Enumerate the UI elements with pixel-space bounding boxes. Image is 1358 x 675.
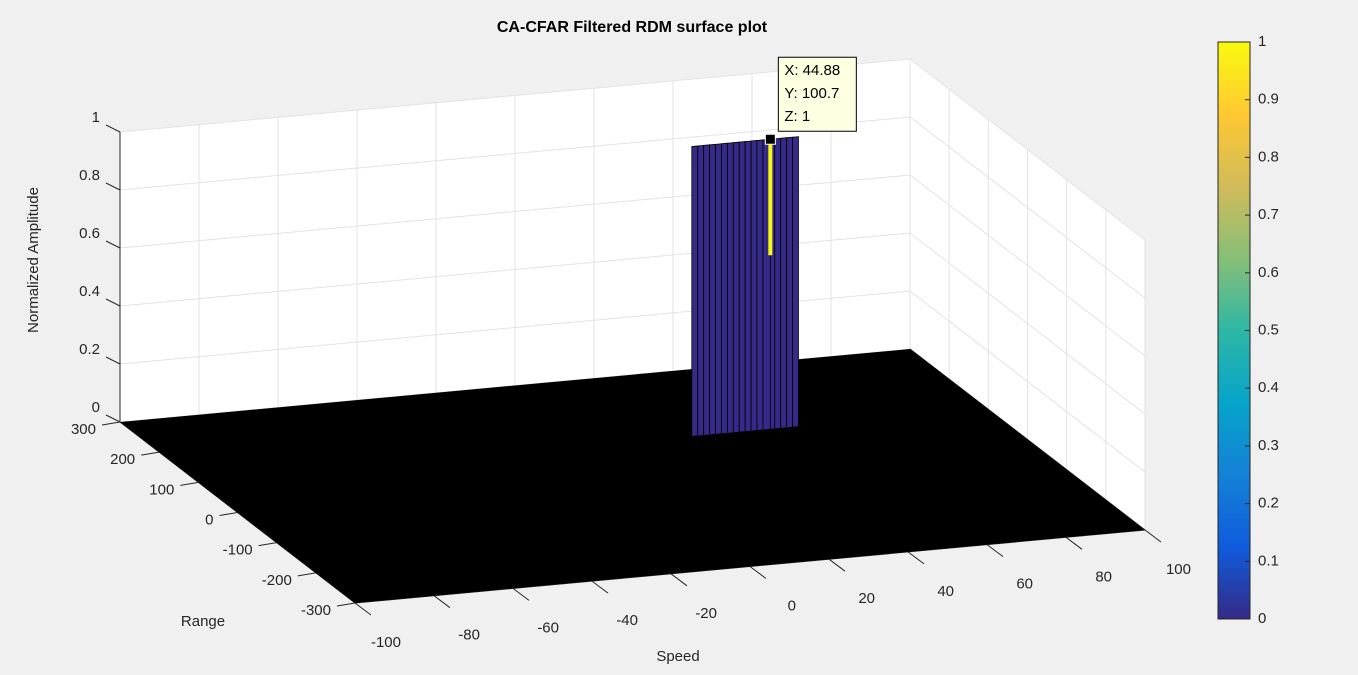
ridge-strip bbox=[774, 137, 782, 430]
datatip-text: Z: 1 bbox=[784, 108, 810, 125]
datatip-box bbox=[777, 56, 857, 132]
z-tick bbox=[105, 298, 121, 307]
x-tick bbox=[749, 566, 767, 579]
y-tick-label: 200 bbox=[110, 451, 135, 468]
x-tick-label: -60 bbox=[537, 619, 559, 636]
y-tick-label: 0 bbox=[205, 511, 213, 528]
x-tick bbox=[907, 551, 925, 565]
colorbar-tick-label: 1 bbox=[1258, 33, 1266, 50]
ridge-strip bbox=[697, 144, 705, 437]
datatip-text: Y: 100.7 bbox=[784, 85, 839, 102]
ridge-strip bbox=[709, 143, 716, 436]
x-tick bbox=[670, 573, 688, 587]
ridge-strip bbox=[738, 141, 746, 433]
y-tick-label: -200 bbox=[262, 572, 292, 589]
z-tick-label: 0.2 bbox=[79, 341, 100, 358]
y-tick-label: 300 bbox=[71, 421, 96, 438]
y-tick-label: 100 bbox=[149, 481, 174, 498]
x-tick-label: 0 bbox=[788, 597, 796, 614]
x-tick-label: -100 bbox=[371, 634, 401, 651]
z-tick-label: 0.8 bbox=[79, 167, 100, 184]
datatip-text: X: 44.88 bbox=[784, 62, 840, 79]
y-axis-label: Range bbox=[181, 613, 225, 630]
x-tick-label: 80 bbox=[1095, 568, 1112, 585]
y-tick bbox=[219, 512, 238, 516]
x-tick bbox=[1144, 529, 1162, 543]
x-tick-label: -20 bbox=[695, 605, 717, 622]
ridge-strip bbox=[726, 142, 734, 434]
z-tick-label: 0.4 bbox=[79, 283, 100, 300]
ridge-strip bbox=[715, 143, 722, 435]
grid-line bbox=[119, 290, 1146, 473]
z-tick bbox=[105, 124, 121, 133]
x-tick-label: -80 bbox=[458, 627, 480, 644]
ridge-strip bbox=[750, 140, 758, 432]
x-tick bbox=[1065, 536, 1083, 550]
z-axis-label: Normalized Amplitude bbox=[25, 187, 42, 333]
y-tick bbox=[101, 421, 121, 426]
grid-line bbox=[119, 116, 1146, 299]
ridge-strip bbox=[721, 142, 728, 435]
colorbar-tick-label: 0.6 bbox=[1258, 264, 1279, 281]
ridge-strip bbox=[780, 137, 788, 429]
ridge-strip bbox=[691, 145, 699, 437]
grid-line bbox=[119, 232, 1146, 415]
z-tick-label: 1 bbox=[92, 109, 100, 126]
colorbar-tick-label: 0.2 bbox=[1258, 495, 1279, 512]
x-tick-label: 20 bbox=[858, 590, 875, 607]
y-tick bbox=[180, 481, 199, 486]
grid-line bbox=[119, 174, 1146, 357]
x-tick-label: 60 bbox=[1016, 576, 1033, 593]
z-tick bbox=[105, 356, 121, 365]
z-tick bbox=[105, 240, 121, 249]
x-tick bbox=[591, 580, 609, 594]
colorbar bbox=[1217, 41, 1251, 620]
ridge-strip bbox=[732, 141, 740, 434]
y-tick bbox=[336, 602, 356, 607]
x-tick bbox=[512, 588, 530, 601]
ridge-strip bbox=[756, 139, 764, 431]
datatip-marker bbox=[764, 133, 776, 145]
z-tick-label: 0.6 bbox=[79, 225, 100, 242]
ridge-strip bbox=[703, 144, 710, 436]
x-tick bbox=[828, 558, 846, 572]
y-tick bbox=[297, 572, 316, 577]
z-tick-label: 0 bbox=[92, 399, 100, 416]
z-tick bbox=[105, 414, 121, 423]
y-tick-label: -300 bbox=[301, 602, 331, 619]
colorbar-tick-label: 0.5 bbox=[1258, 321, 1279, 338]
chart-title: CA-CFAR Filtered RDM surface plot bbox=[497, 19, 768, 36]
z-tick bbox=[105, 182, 121, 191]
ridge-strip bbox=[744, 140, 752, 433]
ridge-strip bbox=[786, 136, 793, 429]
colorbar-tick-label: 0.4 bbox=[1258, 379, 1279, 396]
surface-floor bbox=[120, 349, 1145, 603]
colorbar-tick-label: 0.3 bbox=[1258, 437, 1279, 454]
x-tick bbox=[433, 595, 451, 609]
x-tick-label: 40 bbox=[937, 583, 954, 600]
x-tick bbox=[986, 544, 1004, 557]
colorbar-tick-label: 0.1 bbox=[1258, 552, 1279, 569]
y-tick-label: -100 bbox=[223, 542, 253, 559]
colorbar-tick-label: 0 bbox=[1258, 610, 1266, 627]
y-tick bbox=[141, 451, 160, 456]
colorbar-tick-label: 0.9 bbox=[1258, 91, 1279, 108]
x-tick bbox=[354, 602, 372, 616]
x-axis-label: Speed bbox=[656, 648, 699, 665]
x-tick-label: 100 bbox=[1166, 561, 1191, 578]
y-tick bbox=[258, 542, 277, 547]
ridge-strip bbox=[792, 136, 799, 428]
x-tick-label: -40 bbox=[616, 612, 638, 629]
grid-line bbox=[119, 58, 1146, 241]
colorbar-tick-label: 0.7 bbox=[1258, 206, 1279, 223]
colorbar-tick-label: 0.8 bbox=[1258, 148, 1279, 165]
